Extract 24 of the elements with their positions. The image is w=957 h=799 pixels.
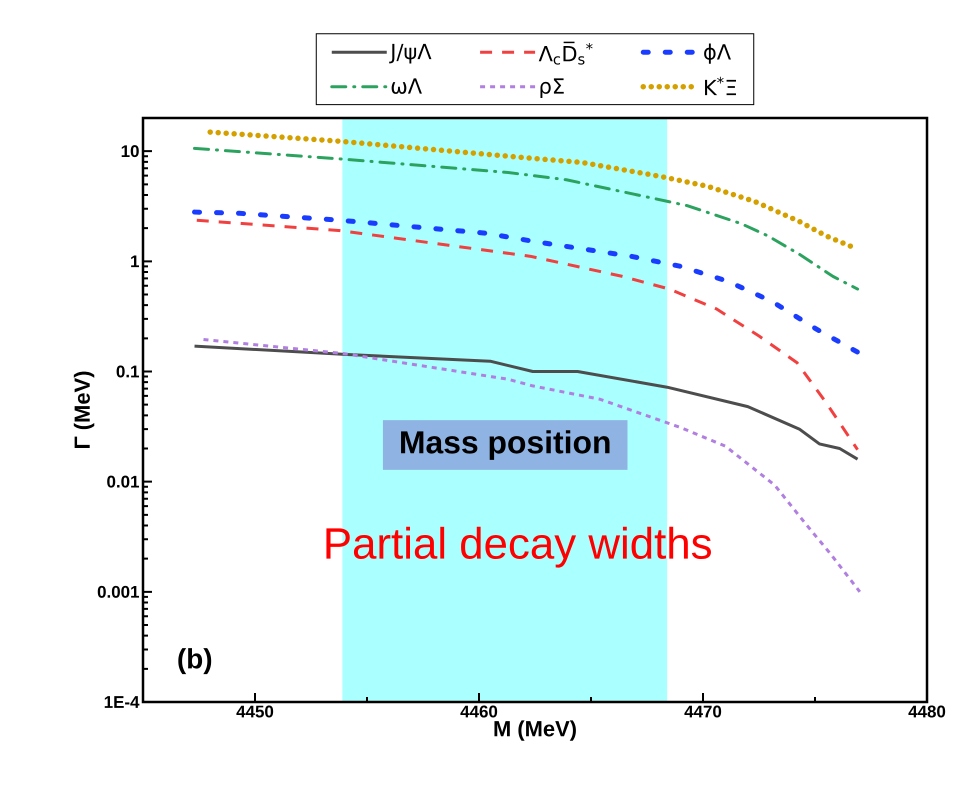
legend-label: ωΛ <box>392 78 422 94</box>
x-axis-title: M (MeV) <box>494 720 576 741</box>
legend-label: K$^{*}$Ξ <box>705 76 736 96</box>
line-series <box>202 338 862 594</box>
x-tick-label: 4470 <box>684 706 722 718</box>
line-series <box>193 344 860 461</box>
legend-label: ϕΛ <box>704 44 731 64</box>
y-axis-title: Γ (MeV) <box>74 372 94 448</box>
legend-label: Λ$_{c}$D̅$_{s}$* <box>538 42 593 65</box>
x-tick-label: 4460 <box>460 706 498 718</box>
annotation: Partial decay widths <box>326 526 711 568</box>
x-tick-label: 4450 <box>236 706 274 718</box>
y-tick-label: 1 <box>131 255 140 268</box>
y-tick-label: 0.001 <box>98 586 140 598</box>
x-tick-label: 4480 <box>908 706 946 718</box>
band-label: Mass position <box>401 430 610 460</box>
line-series <box>193 146 860 291</box>
annotation: (b) <box>178 648 212 674</box>
legend-label: J/ψΛ <box>389 44 432 64</box>
y-tick-label: 1E-4 <box>104 696 140 708</box>
y-tick-label: 0.01 <box>107 476 140 488</box>
y-tick-label: 10 <box>122 145 139 158</box>
legend-label: ρΣ <box>540 78 564 98</box>
y-tick-label: 0.1 <box>116 365 140 378</box>
